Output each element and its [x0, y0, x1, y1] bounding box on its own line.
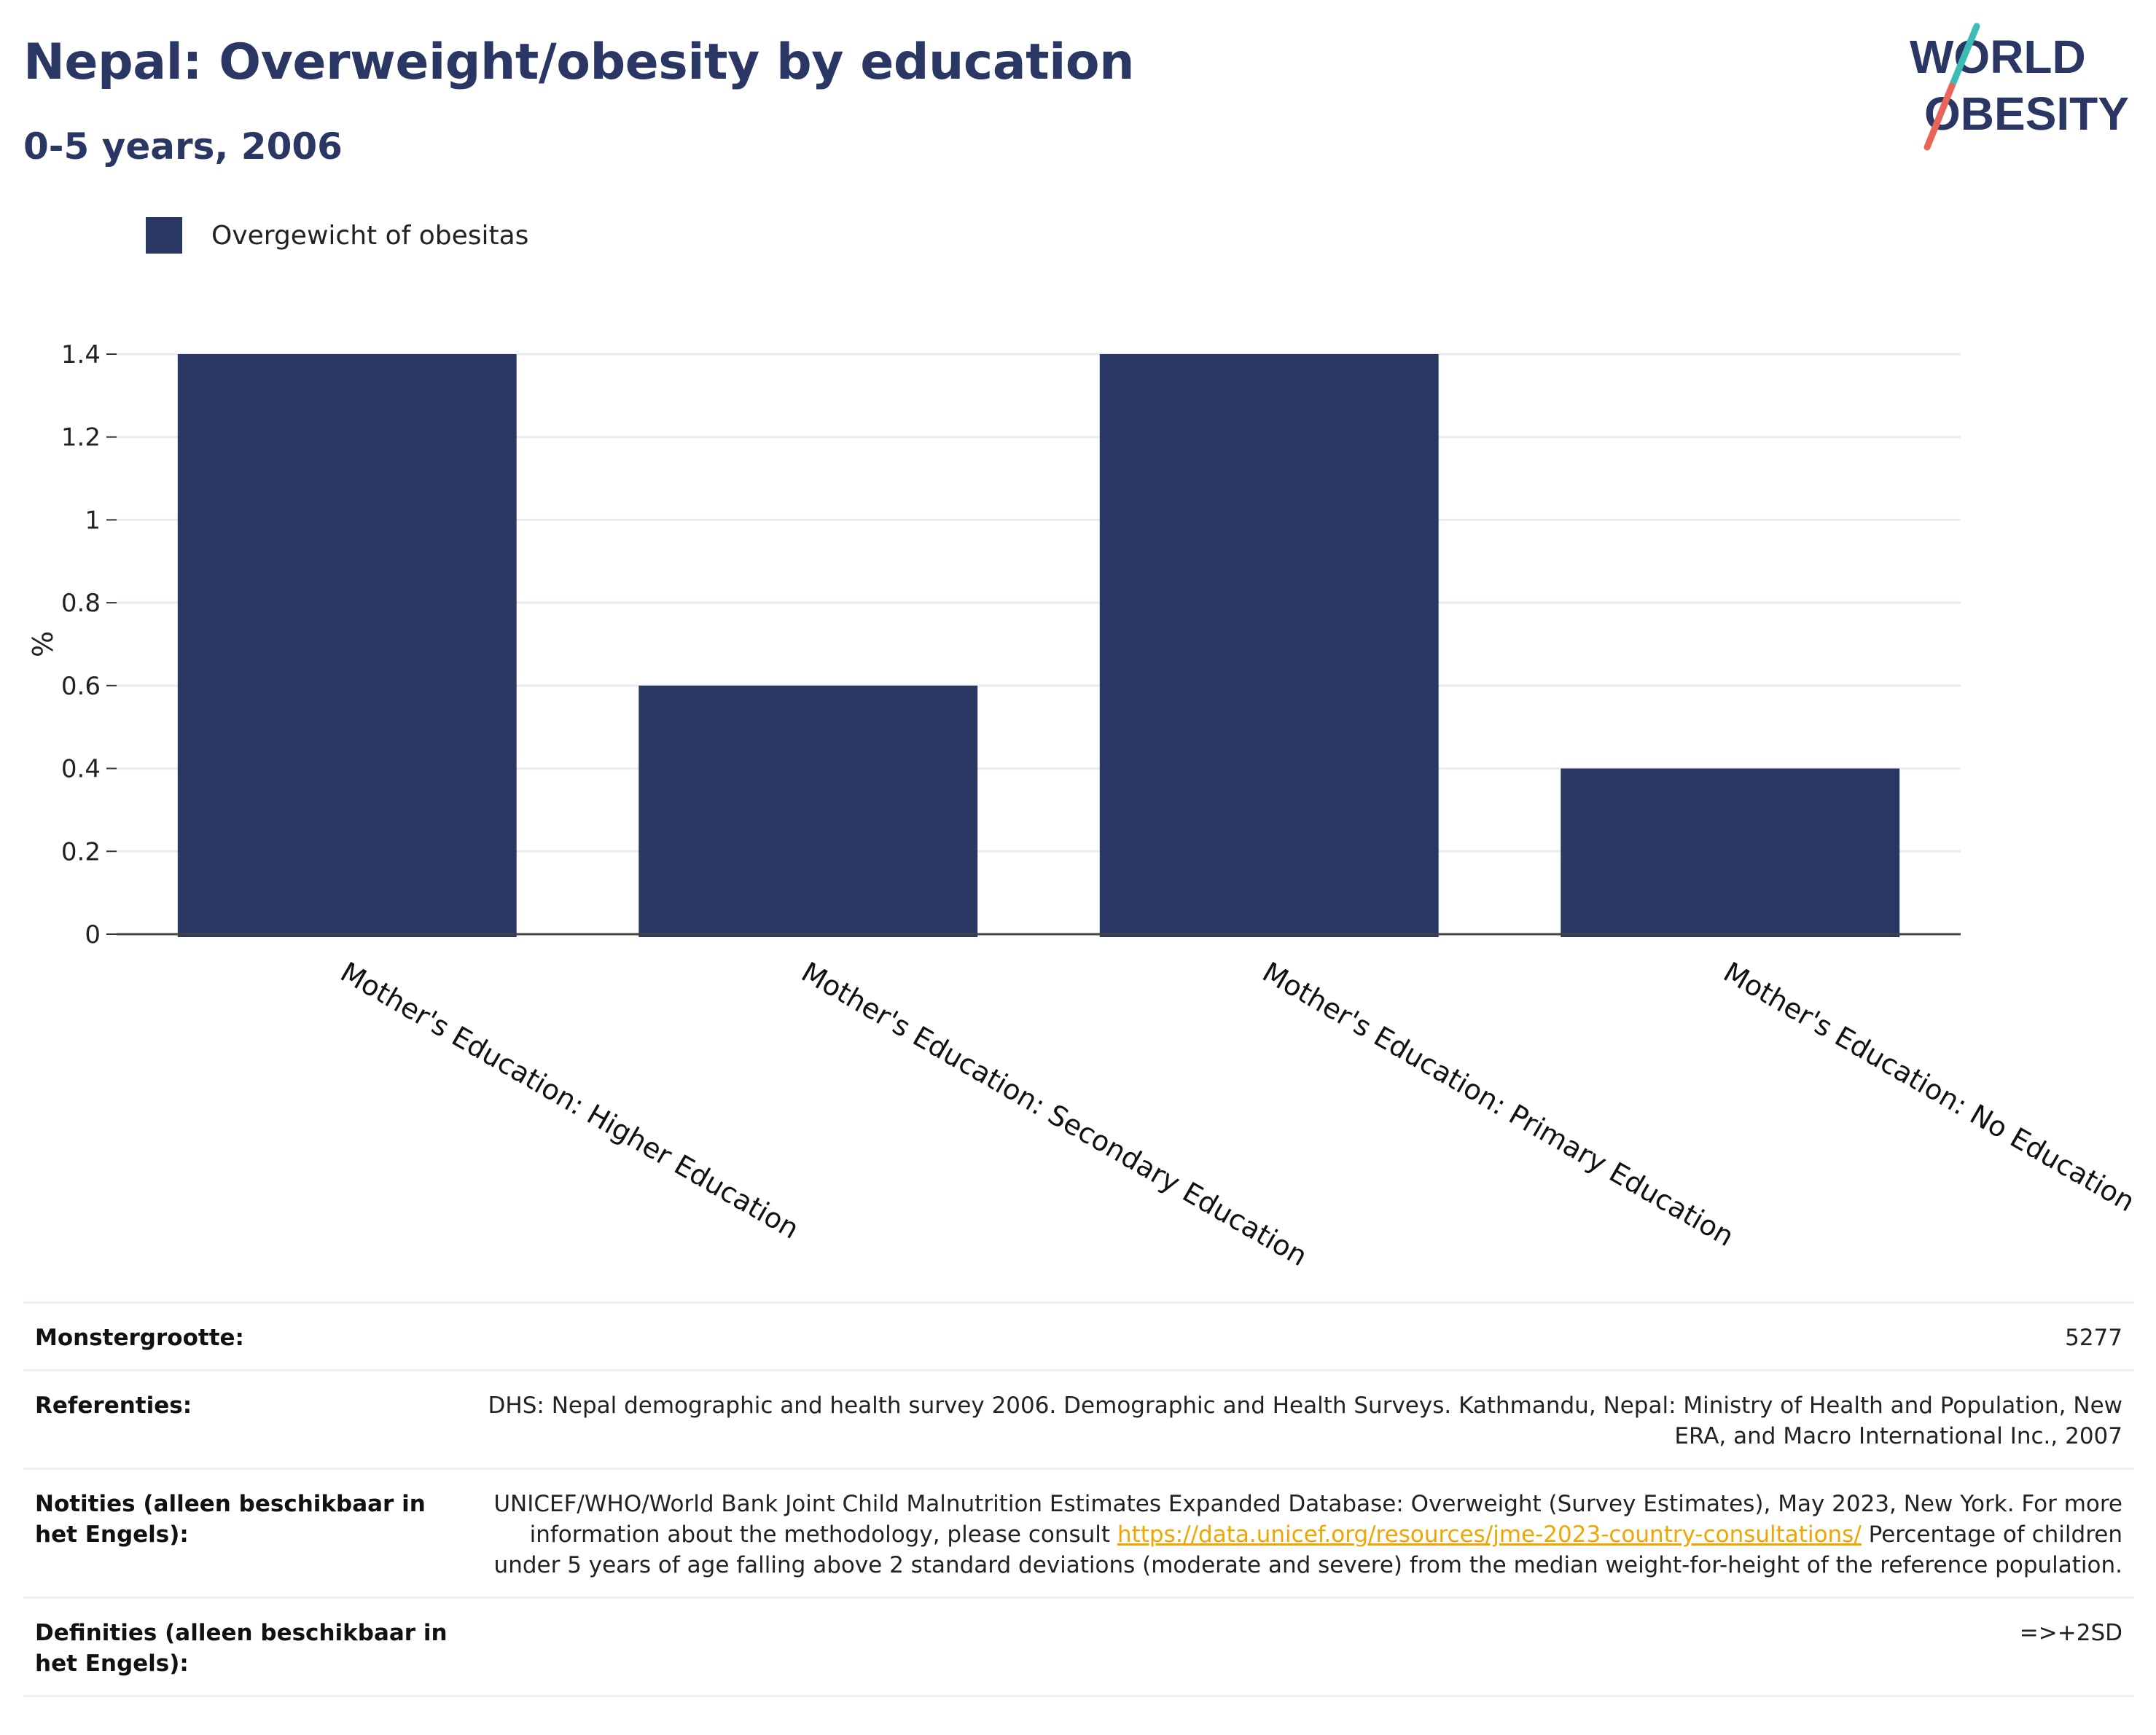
- notes-text-pre: UNICEF/WHO/World Bank Joint Child Malnut…: [493, 1491, 2122, 1548]
- chart-legend: Overgewicht of obesitas: [146, 217, 528, 254]
- metadata-key: Monstergrootte:: [35, 1325, 244, 1351]
- logo-line-1: WORLD: [1910, 31, 2086, 83]
- metadata-row-sample-size: Monstergrootte: 5277: [23, 1301, 2134, 1369]
- bar: [638, 685, 978, 937]
- metadata-value: DHS: Nepal demographic and health survey…: [488, 1393, 2122, 1449]
- legend-swatch: [146, 217, 182, 254]
- y-tick-label: 1.2: [61, 423, 101, 453]
- x-tick-label: Mother's Education: Higher Education: [335, 956, 805, 1245]
- legend-label: Overgewicht of obesitas: [211, 220, 529, 251]
- y-tick-label: 1.4: [61, 340, 101, 369]
- metadata-row-definitions: Definities (alleen beschikbaar in het En…: [23, 1597, 2134, 1697]
- notes-text-post: Percentage of children under 5 years of …: [493, 1521, 2122, 1578]
- metadata-table: Monstergrootte: 5277 Referenties: DHS: N…: [23, 1301, 2134, 1697]
- y-axis-title: %: [27, 631, 59, 657]
- chart-subtitle: 0-5 years, 2006: [23, 125, 343, 168]
- methodology-link[interactable]: https://data.unicef.org/resources/jme-20…: [1117, 1521, 1862, 1548]
- metadata-row-notes: Notities (alleen beschikbaar in het Enge…: [23, 1468, 2134, 1597]
- metadata-key: Notities (alleen beschikbaar in het Enge…: [35, 1491, 426, 1548]
- logo-slash-bottom: [1923, 82, 1956, 151]
- x-tick-label: Mother's Education: Secondary Education: [796, 956, 1313, 1273]
- metadata-value: =>+2SD: [2019, 1620, 2122, 1646]
- bar: [1561, 768, 1900, 937]
- metadata-row-references: Referenties: DHS: Nepal demographic and …: [23, 1369, 2134, 1468]
- y-tick-label: 0.6: [61, 672, 101, 701]
- x-tick-label: Mother's Education: No Education: [1718, 956, 2140, 1218]
- chart-title: Nepal: Overweight/obesity by education: [23, 34, 1135, 91]
- bar: [177, 354, 517, 937]
- bar: [1099, 354, 1439, 937]
- metadata-value: UNICEF/WHO/World Bank Joint Child Malnut…: [472, 1489, 2122, 1581]
- y-tick-label: 1: [85, 506, 101, 535]
- logo-slash-top: [1948, 23, 1980, 90]
- y-tick-label: 0.8: [61, 589, 101, 618]
- logo-line-2: OBESITY: [1924, 87, 2129, 140]
- metadata-value: 5277: [2065, 1325, 2122, 1351]
- y-tick-label: 0: [85, 920, 101, 949]
- metadata-key: Definities (alleen beschikbaar in het En…: [35, 1620, 448, 1677]
- x-tick-label: Mother's Education: Primary Education: [1257, 956, 1740, 1253]
- bar-chart: 0 0.2 0.4 0.6 0.8 1 1.2 1.4% Mother's Education:…: [27, 340, 2140, 1273]
- y-tick-label: 0.2: [61, 837, 101, 866]
- y-tick-label: 0.4: [61, 755, 101, 784]
- metadata-key: Referenties:: [35, 1393, 192, 1419]
- world-obesity-logo[interactable]: WORLD OBESITY: [1895, 22, 2143, 153]
